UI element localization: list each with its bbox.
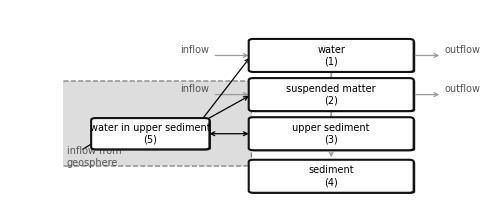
FancyBboxPatch shape xyxy=(248,160,413,193)
Text: sediment
(4): sediment (4) xyxy=(308,166,353,187)
FancyBboxPatch shape xyxy=(91,118,209,149)
Text: inflow from
geosphere: inflow from geosphere xyxy=(67,147,121,168)
Text: outflow: outflow xyxy=(443,84,479,94)
Text: inflow: inflow xyxy=(179,45,208,55)
FancyBboxPatch shape xyxy=(59,81,251,166)
Text: water in upper sediment
(5): water in upper sediment (5) xyxy=(90,123,210,145)
FancyBboxPatch shape xyxy=(250,118,414,151)
Text: outflow: outflow xyxy=(443,45,479,55)
FancyBboxPatch shape xyxy=(248,78,413,111)
Text: water
(1): water (1) xyxy=(317,45,345,66)
Text: upper sediment
(3): upper sediment (3) xyxy=(292,123,369,145)
FancyBboxPatch shape xyxy=(250,161,414,194)
FancyBboxPatch shape xyxy=(93,119,210,151)
Text: suspended matter
(2): suspended matter (2) xyxy=(286,84,375,105)
FancyBboxPatch shape xyxy=(250,79,414,112)
FancyBboxPatch shape xyxy=(248,39,413,72)
FancyBboxPatch shape xyxy=(248,117,413,150)
FancyBboxPatch shape xyxy=(250,40,414,73)
Text: inflow: inflow xyxy=(179,84,208,94)
